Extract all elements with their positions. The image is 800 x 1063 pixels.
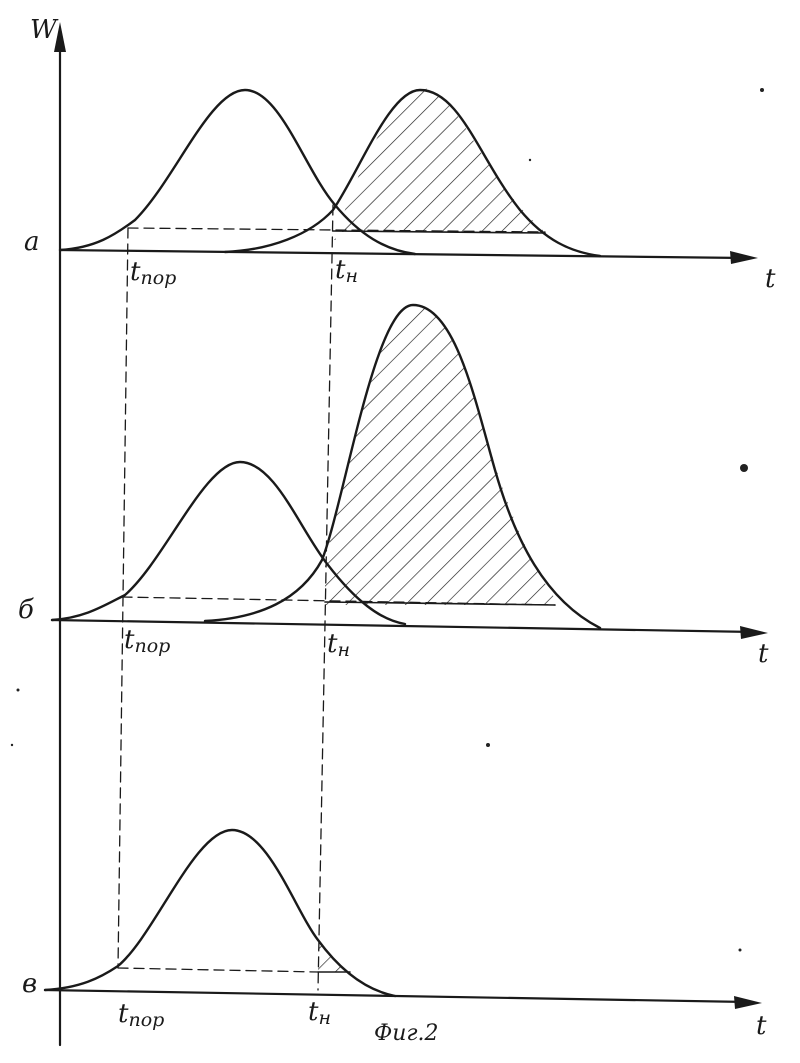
figure-caption: Фиг.2 [374, 1021, 439, 1046]
scan-speck [529, 159, 531, 161]
panel-b-t-start-label: tн [327, 629, 350, 661]
w-axis-label: W [30, 15, 59, 45]
scan-speck [760, 88, 764, 92]
panel-b-label: б [18, 595, 34, 625]
panel-v-time-axis [45, 990, 748, 1002]
panel-a-t-threshold-label: tпор [130, 257, 176, 289]
panel-b-time-axis [52, 620, 755, 632]
scan-speck [740, 464, 748, 472]
panel-b-time-label: t [758, 639, 769, 669]
panel-v-time-label: t [756, 1011, 767, 1041]
panel-a: t а tпор tн [24, 80, 776, 294]
panel-a-time-label: t [765, 264, 776, 294]
scan-speck [11, 744, 13, 746]
panel-v-hatched-area [314, 935, 359, 975]
panel-b-time-arrow [740, 626, 768, 639]
panel-b: t б tпор tн [18, 300, 769, 669]
panel-v-t-threshold-label: tпор [118, 999, 164, 1031]
panel-v-t-start-label: tн [308, 997, 331, 1029]
panel-a-t-start-label: tн [335, 255, 358, 287]
scan-speck [486, 743, 490, 747]
scan-speck [17, 689, 20, 692]
panel-v-label: в [22, 969, 37, 999]
panel-a-time-arrow [730, 251, 758, 264]
panel-v-threshold-line [118, 968, 318, 972]
panel-b-hatched-area [320, 300, 580, 610]
panel-v: t в tпор tн [22, 830, 767, 1041]
panel-b-t-threshold-label: tпор [124, 625, 170, 657]
scan-speck [739, 949, 742, 952]
panel-a-label: а [24, 227, 40, 257]
panel-v-time-arrow [734, 996, 762, 1009]
